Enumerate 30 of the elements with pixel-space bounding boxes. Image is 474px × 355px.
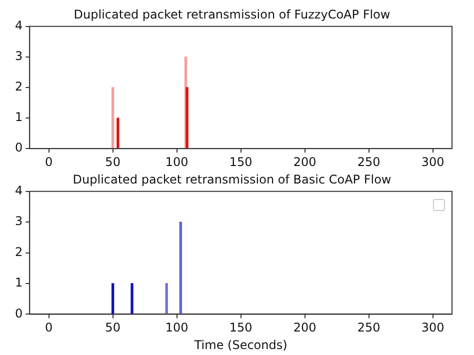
y-tick-label: 1 — [14, 110, 23, 124]
y-tick-label: 3 — [14, 214, 23, 228]
x-tick-label: 200 — [293, 154, 316, 169]
x-tick-label: 0 — [45, 154, 53, 169]
y-tick-label: 2 — [14, 244, 23, 259]
x-tick-label: 250 — [357, 320, 380, 335]
bar — [186, 87, 188, 148]
x-tick-label: 150 — [229, 320, 252, 335]
y-tick-label: 2 — [14, 80, 23, 94]
bar — [116, 118, 120, 148]
y-tick-label: 4 — [14, 184, 23, 198]
x-tick-label: 300 — [421, 154, 444, 169]
bar — [112, 87, 114, 148]
chart-title: Duplicated packet retransmission of Basic CoAP Flow — [72, 172, 392, 186]
x-tick-label: 50 — [105, 320, 120, 335]
y-tick-label: 0 — [14, 140, 23, 155]
x-tick-label: 150 — [229, 154, 252, 169]
x-tick-label: 100 — [165, 154, 188, 169]
chart-title: Duplicated packet retransmission of FuzzyCoAP Flow — [74, 7, 390, 22]
x-tick-label: 200 — [293, 320, 316, 335]
y-tick-label: 3 — [14, 49, 23, 64]
x-tick-label: 250 — [357, 154, 380, 169]
y-tick-label: 4 — [14, 18, 23, 33]
x-tick-label: 50 — [105, 154, 120, 169]
y-tick-label: 0 — [14, 306, 23, 320]
x-axis-title: Time (Seconds) — [193, 338, 288, 352]
x-tick-label: 0 — [45, 320, 53, 335]
y-tick-label: 1 — [14, 276, 23, 290]
x-tick-label: 100 — [165, 320, 188, 335]
x-tick-label: 300 — [421, 320, 444, 335]
